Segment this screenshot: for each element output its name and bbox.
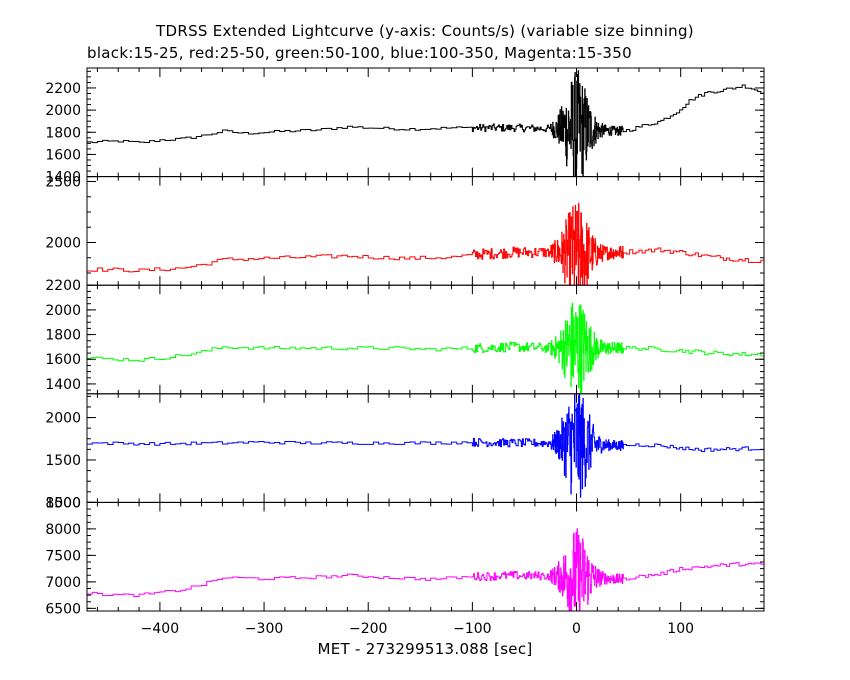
y-tick-label: 2000 [45, 235, 81, 251]
y-tick-label: 1000 [45, 495, 81, 511]
chart-title: TDRSS Extended Lightcurve (y-axis: Count… [156, 22, 694, 40]
x-tick-label: −300 [245, 621, 283, 637]
x-tick-label: 100 [667, 621, 694, 637]
y-tick-label: 2200 [45, 278, 81, 294]
y-tick-label: 2000 [45, 411, 81, 427]
series-line [87, 528, 764, 611]
panel-frame [86, 176, 765, 286]
x-tick-label: −200 [349, 621, 387, 637]
series-line [87, 70, 764, 177]
y-tick-label: 1400 [45, 170, 81, 186]
panel-frame [86, 501, 765, 612]
panel-frame [86, 284, 765, 395]
y-tick-label: 1800 [45, 125, 81, 141]
chart-subtitle: black:15-25, red:25-50, green:50-100, bl… [87, 44, 632, 62]
y-tick-label: 8500 [45, 495, 81, 511]
series-line [87, 302, 764, 394]
y-tick-label: 2200 [45, 81, 81, 97]
x-axis-label: MET - 273299513.088 [sec] [317, 640, 533, 658]
y-tick-label: 1600 [45, 147, 81, 163]
y-tick-label: 1400 [45, 377, 81, 393]
y-tick-label: 7500 [45, 548, 81, 564]
y-tick-label: 6500 [45, 601, 81, 617]
y-tick-label: 2000 [45, 103, 81, 119]
y-tick-label: 2000 [45, 303, 81, 319]
x-tick-label: −100 [453, 621, 491, 637]
panel-frame [86, 67, 765, 178]
y-tick-label: 1600 [45, 352, 81, 368]
y-tick-label: 8000 [45, 522, 81, 538]
panel-frame [86, 393, 765, 503]
series-line [87, 202, 764, 286]
x-tick-label: 0 [572, 621, 581, 637]
y-tick-label: 2500 [45, 174, 81, 190]
y-tick-label: 1500 [45, 453, 81, 469]
y-tick-label: 7000 [45, 575, 81, 591]
y-tick-label: 1800 [45, 328, 81, 344]
series-line [87, 393, 764, 498]
x-tick-label: −400 [141, 621, 179, 637]
